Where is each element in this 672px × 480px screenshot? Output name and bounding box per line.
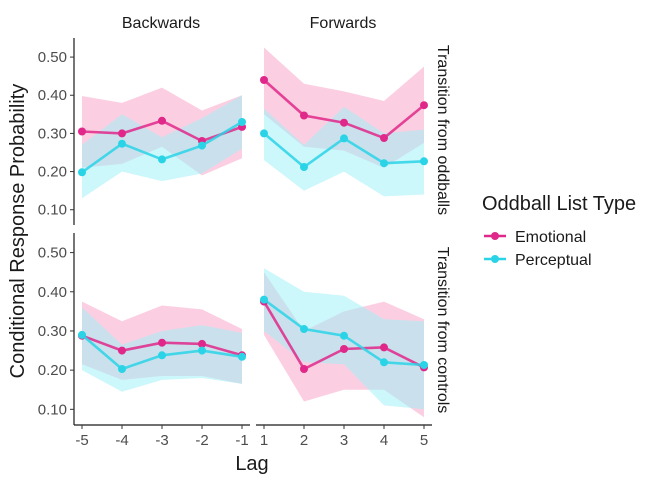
legend-item-perceptual: Perceptual <box>484 252 592 269</box>
legend-label-emotional: Emotional <box>515 229 586 246</box>
data-point-emotional <box>260 76 268 84</box>
legend-key-dot-perceptual <box>491 255 499 263</box>
strip-label-oddballs: Transition from oddballs <box>434 45 451 215</box>
data-point-perceptual <box>380 159 388 168</box>
ci-band-perceptual <box>264 106 424 197</box>
y-tick-label: 0.10 <box>38 202 67 219</box>
y-tick-label: 0.20 <box>38 164 67 181</box>
data-point-perceptual <box>300 325 308 333</box>
data-point-perceptual <box>158 351 166 360</box>
panel-transition-from-oddballs-forwards <box>260 47 428 197</box>
y-tick-label: 0.40 <box>38 87 67 104</box>
data-point-perceptual <box>118 139 126 148</box>
y-tick-label: 0.40 <box>38 284 67 301</box>
legend-key-dot-emotional <box>491 232 499 240</box>
y-tick-label: 0.30 <box>38 125 67 142</box>
data-point-emotional <box>420 101 428 110</box>
data-point-emotional <box>380 343 388 352</box>
panel-transition-from-controls-forwards: 1 2 3 4 5 <box>256 268 432 449</box>
data-point-perceptual <box>78 168 86 177</box>
data-point-emotional <box>198 339 206 348</box>
data-point-emotional <box>118 129 126 138</box>
legend-title: Oddball List Type <box>482 193 636 215</box>
data-point-emotional <box>158 338 166 347</box>
y-tick-label: 0.50 <box>38 245 67 262</box>
y-tick-label: 0.10 <box>38 401 67 418</box>
data-point-perceptual <box>198 141 206 150</box>
strip-label-backwards: Backwards <box>122 15 200 32</box>
data-point-perceptual <box>260 295 268 304</box>
x-tick-label: -3 <box>155 432 168 449</box>
x-tick-label: -5 <box>75 432 88 449</box>
data-point-emotional <box>78 127 86 136</box>
x-tick-label: -4 <box>115 432 128 449</box>
y-tick-label: 0.20 <box>38 362 67 379</box>
data-point-perceptual <box>420 361 428 369</box>
data-point-emotional <box>300 111 308 120</box>
y-tick-label: 0.30 <box>38 323 67 340</box>
data-point-emotional <box>118 346 126 355</box>
x-tick-label: 5 <box>420 432 428 449</box>
y-tick-label: 0.50 <box>38 49 67 66</box>
legend-item-emotional: Emotional <box>484 229 586 246</box>
data-point-perceptual <box>420 157 428 166</box>
data-point-perceptual <box>238 118 246 126</box>
y-axis-title: Conditional Response Probability <box>7 84 29 379</box>
data-point-perceptual <box>78 330 86 339</box>
data-point-perceptual <box>340 331 348 340</box>
ci-band-perceptual <box>82 95 242 199</box>
data-point-perceptual <box>118 365 126 373</box>
data-point-perceptual <box>260 129 268 138</box>
panel-transition-from-oddballs-backwards: 0.10 0.20 0.30 0.40 0.50 <box>38 38 246 225</box>
data-point-perceptual <box>198 346 206 355</box>
x-tick-label: 1 <box>260 432 268 449</box>
strip-label-forwards: Forwards <box>310 15 377 32</box>
x-tick-label: 4 <box>380 432 388 449</box>
data-point-emotional <box>158 116 166 125</box>
x-tick-label: -2 <box>195 432 208 449</box>
data-point-emotional <box>300 365 308 373</box>
data-point-perceptual <box>340 134 348 143</box>
x-tick-label: 3 <box>340 432 348 449</box>
panel-transition-from-controls-backwards: 0.10 0.20 0.30 0.40 0.50 -5 -4 -3 -2 -1 <box>38 233 250 449</box>
data-point-emotional <box>340 118 348 127</box>
data-point-perceptual <box>380 358 388 367</box>
x-tick-label: -1 <box>235 432 248 449</box>
x-tick-label: 2 <box>300 432 308 449</box>
data-point-perceptual <box>158 155 166 164</box>
legend: Oddball List Type Emotional Perceptual <box>482 193 636 269</box>
x-axis-title: Lag <box>235 453 268 475</box>
legend-label-perceptual: Perceptual <box>515 252 592 269</box>
data-point-perceptual <box>300 163 308 171</box>
data-point-emotional <box>340 345 348 353</box>
strip-label-controls: Transition from controls <box>434 247 451 414</box>
data-point-perceptual <box>238 352 246 361</box>
data-point-emotional <box>380 134 388 142</box>
